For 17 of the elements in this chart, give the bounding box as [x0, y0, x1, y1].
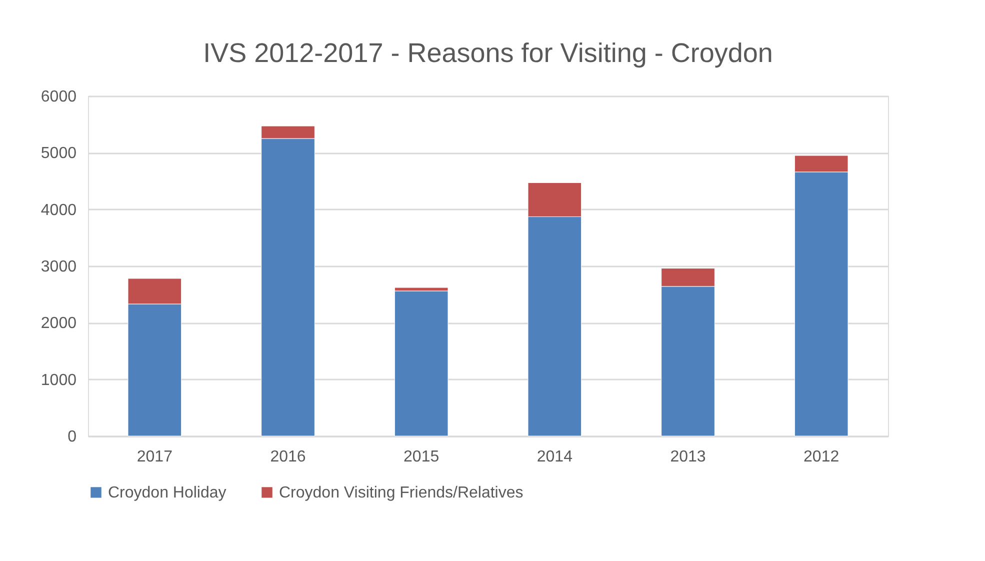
- x-tick-label: 2015: [404, 448, 440, 466]
- legend-label: Croydon Visiting Friends/Relatives: [279, 484, 524, 502]
- y-tick-label: 6000: [40, 88, 77, 106]
- legend-label: Croydon Holiday: [108, 484, 226, 502]
- y-tick-label: 2000: [40, 315, 77, 332]
- bar: [394, 290, 448, 436]
- x-tick-label: 2012: [804, 448, 840, 466]
- x-tick-label: 2013: [670, 448, 706, 466]
- x-tick-label: 2014: [536, 448, 573, 466]
- y-tick-label: 4000: [40, 202, 77, 219]
- y-tick-label: 0: [68, 428, 77, 446]
- y-tick-label: 5000: [40, 145, 77, 162]
- x-tick-label: 2017: [136, 448, 173, 466]
- y-tick-label: 1000: [40, 372, 77, 389]
- chart-title: IVS 2012-2017 - Reasons for Visiting - Croydon: [203, 38, 773, 68]
- y-tick-label: 3000: [40, 258, 77, 276]
- x-tick-label: 2016: [270, 448, 306, 466]
